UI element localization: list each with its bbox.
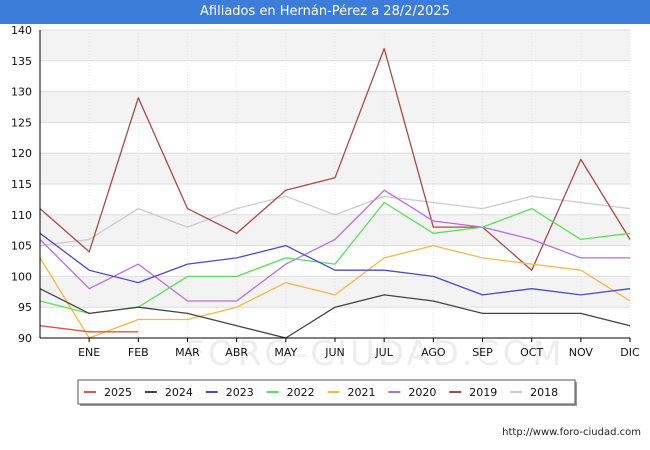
y-tick-label: 90 bbox=[18, 332, 32, 345]
chart-title: Afiliados en Hernán-Pérez a 28/2/2025 bbox=[0, 0, 650, 24]
watermark-text: FORO-CIUDAD.COM bbox=[185, 334, 564, 374]
y-tick-label: 95 bbox=[18, 301, 32, 314]
x-tick-label: ABR bbox=[225, 346, 248, 359]
x-tick-label: FEB bbox=[128, 346, 149, 359]
legend-box bbox=[77, 379, 576, 405]
series-line-2018 bbox=[39, 195, 631, 247]
footer-url[interactable]: http://www.foro-ciudad.com bbox=[502, 427, 641, 438]
legend-label-2021: 2021 bbox=[348, 386, 376, 399]
legend-label-2024: 2024 bbox=[165, 386, 193, 399]
x-tick-label: MAR bbox=[175, 346, 200, 359]
x-tick-label: JUN bbox=[324, 346, 345, 359]
y-tick-label: 100 bbox=[11, 270, 32, 283]
series-line-2023 bbox=[39, 232, 631, 296]
series-lines bbox=[39, 47, 631, 339]
series-line-2021 bbox=[39, 244, 631, 339]
x-axis-tick-labels: ENE FEB MAR ABR MAY JUN JUL AGO SEP OCT NOV DIC bbox=[78, 346, 640, 359]
y-tick-label: 140 bbox=[11, 24, 32, 37]
x-tick-label: JUL bbox=[374, 346, 393, 359]
y-tick-label: 120 bbox=[11, 147, 32, 160]
y-tick-label: 130 bbox=[11, 86, 32, 99]
legend-label-2025: 2025 bbox=[104, 386, 132, 399]
y-axis-tick-labels: 90 95 100 105 110 115 120 125 130 135 140 bbox=[11, 24, 32, 345]
series-line-2024 bbox=[39, 288, 631, 339]
x-tick-label: NOV bbox=[569, 346, 594, 359]
y-tick-label: 110 bbox=[11, 209, 32, 222]
y-tick-label: 115 bbox=[11, 178, 32, 191]
x-tick-label: OCT bbox=[520, 346, 543, 359]
legend-label-2018: 2018 bbox=[530, 386, 558, 399]
y-tick-label: 105 bbox=[11, 240, 32, 253]
series-line-2019 bbox=[39, 47, 631, 271]
legend-label-2019: 2019 bbox=[469, 386, 497, 399]
y-tick-label: 125 bbox=[11, 116, 32, 129]
x-tick-label: MAY bbox=[274, 346, 297, 359]
series-line-2025 bbox=[39, 325, 139, 333]
series-line-2020 bbox=[39, 189, 630, 302]
legend-label-2023: 2023 bbox=[226, 386, 254, 399]
axes bbox=[39, 30, 631, 342]
y-tick-label: 135 bbox=[11, 55, 32, 68]
legend-label-2020: 2020 bbox=[408, 386, 436, 399]
x-tick-label: SEP bbox=[472, 346, 493, 359]
x-tick-label: ENE bbox=[78, 346, 100, 359]
x-tick-label: DIC bbox=[620, 346, 640, 359]
legend-label-2022: 2022 bbox=[287, 386, 315, 399]
x-tick-label: AGO bbox=[421, 346, 446, 359]
legend: 2025 2024 2023 2022 2021 2020 2019 2018 bbox=[77, 379, 577, 406]
